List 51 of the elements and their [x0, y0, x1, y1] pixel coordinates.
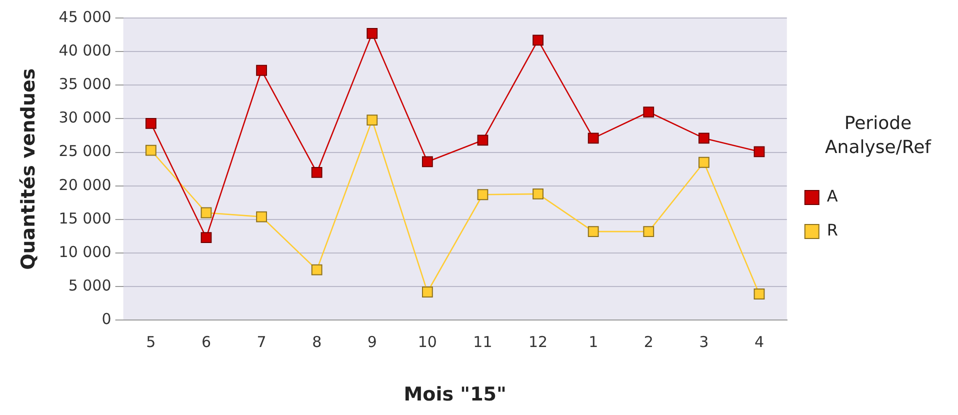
point: [588, 132, 599, 144]
y-tick-label: 15 000: [58, 209, 112, 228]
y-tick-label: 25 000: [58, 142, 112, 160]
point: [588, 226, 599, 238]
x-tick-label: 3: [699, 333, 709, 352]
point: [200, 232, 212, 244]
point: [422, 156, 433, 168]
point: [256, 64, 267, 76]
x-tick-label: 5: [146, 333, 156, 352]
y-tick-label: 10 000: [58, 242, 112, 261]
x-tick-label: 11: [473, 333, 492, 352]
y-tick-label: 20 000: [58, 176, 112, 194]
x-axis-title: Mois "15": [404, 384, 506, 406]
y-tick-label: 40 000: [58, 41, 112, 60]
x-tick-label: 12: [528, 333, 548, 352]
x-tick-label: 8: [312, 333, 322, 352]
x-tick-label: 9: [367, 333, 377, 352]
legend-label: R: [826, 220, 838, 240]
y-tick-label: 30 000: [58, 108, 112, 127]
point: [643, 226, 654, 238]
point: [477, 134, 488, 146]
x-tick-label: 6: [201, 333, 212, 352]
legend-title: Periode Analyse/Ref: [824, 112, 932, 160]
point: [698, 156, 710, 168]
y-axis-title: Quantités vendues: [17, 68, 40, 270]
point: [311, 264, 322, 276]
point: [754, 146, 765, 158]
point: [477, 189, 488, 200]
y-tick-label: 35 000: [58, 75, 112, 94]
point: [532, 188, 544, 200]
y-tick-label: 45 000: [58, 8, 112, 26]
x-tick-label: 10: [418, 333, 437, 352]
y-tick-label: 5 000: [68, 276, 112, 295]
point: [145, 144, 156, 156]
point: [200, 207, 212, 218]
point: [754, 288, 765, 300]
legend-label: A: [826, 186, 838, 206]
x-tick-label: 4: [754, 333, 764, 352]
y-tick-label: 0: [102, 310, 112, 328]
point: [145, 118, 156, 129]
x-tick-label: 2: [644, 333, 654, 352]
point: [256, 211, 267, 222]
point: [366, 28, 378, 39]
point: [366, 114, 378, 126]
point: [311, 167, 322, 178]
x-tick-label: 7: [256, 333, 266, 352]
x-tick-label: 1: [588, 333, 598, 352]
point: [643, 106, 654, 118]
point: [698, 132, 710, 144]
point: [532, 34, 544, 46]
point: [422, 286, 433, 298]
